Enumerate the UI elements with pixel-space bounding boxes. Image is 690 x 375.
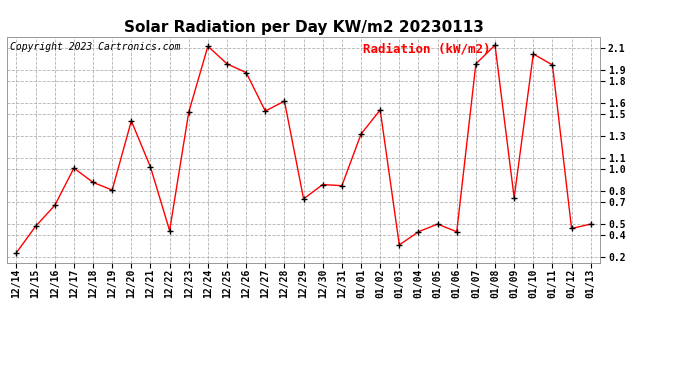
Text: Radiation (kW/m2): Radiation (kW/m2) [363,42,491,55]
Text: Copyright 2023 Cartronics.com: Copyright 2023 Cartronics.com [10,42,180,52]
Title: Solar Radiation per Day KW/m2 20230113: Solar Radiation per Day KW/m2 20230113 [124,20,484,35]
